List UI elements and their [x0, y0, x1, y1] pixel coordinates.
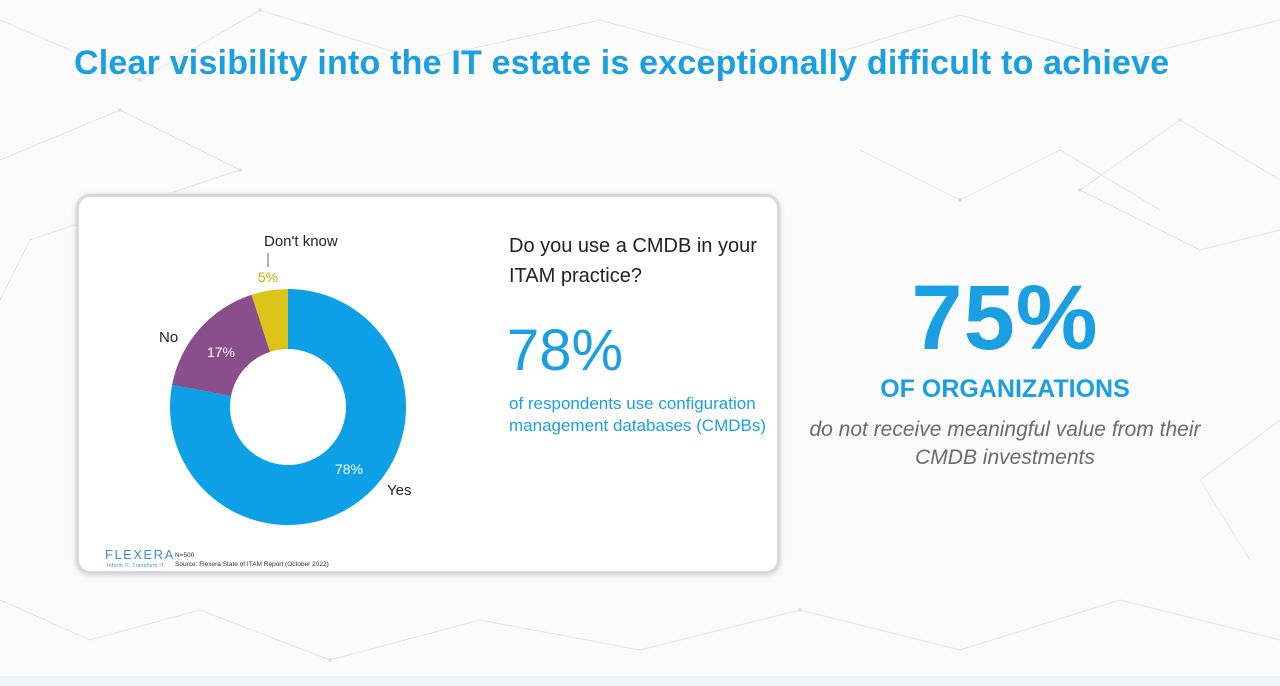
- category-label-dont-know: Don't know: [264, 233, 338, 250]
- donut-chart: 78% 17% 5% Yes No Don't know: [159, 233, 411, 525]
- source-citation: Source: Flexera State of ITAM Report (Oc…: [175, 561, 329, 568]
- bottom-strip: [0, 676, 1280, 686]
- survey-card: 78% 17% 5% Yes No Don't know Do you use a CMD…: [76, 194, 780, 574]
- data-label-no: 17%: [207, 344, 235, 360]
- sample-size: N=500: [175, 552, 195, 559]
- respondents-stat: 78%: [507, 318, 624, 383]
- side-heading: OF ORGANIZATIONS: [880, 375, 1130, 403]
- data-label-dont-know: 5%: [258, 269, 278, 285]
- side-stat-block: 75% OF ORGANIZATIONS do not receive mean…: [780, 268, 1230, 472]
- data-label-yes: 78%: [335, 461, 363, 477]
- source-note: N=500 Source: Flexera State of ITAM Repo…: [175, 551, 329, 569]
- respondents-stat-description: of respondents use configuration managem…: [509, 394, 767, 435]
- donut-slice-yes: [170, 289, 406, 525]
- side-big-number: 75%: [911, 267, 1099, 369]
- donut-slice-dont-know: [251, 289, 288, 352]
- survey-question: Do you use a CMDB in your ITAM practice?: [509, 235, 757, 287]
- category-label-yes: Yes: [387, 482, 411, 499]
- slide-title: Clear visibility into the IT estate is e…: [74, 44, 1170, 82]
- donut-slice-no: [172, 294, 271, 397]
- side-description: do not receive meaningful value from the…: [809, 418, 1201, 469]
- flexera-logo: FLEXERA: [105, 547, 175, 562]
- flexera-tagline: Inform IT. Transform IT.: [107, 563, 166, 569]
- category-label-no: No: [159, 329, 178, 346]
